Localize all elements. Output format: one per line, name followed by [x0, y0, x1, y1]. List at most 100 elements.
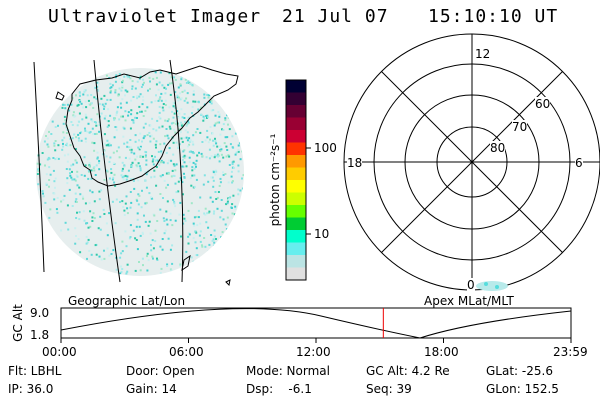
emission-pixel [203, 174, 206, 177]
emission-pixel [87, 226, 90, 229]
altitude-curve [60, 308, 572, 339]
emission-pixel [95, 164, 98, 167]
emission-pixel [118, 118, 121, 121]
emission-pixel [143, 214, 145, 217]
colorbar-band [286, 192, 306, 206]
emission-pixel [119, 201, 121, 203]
emission-pixel [84, 202, 87, 205]
emission-pixel [98, 103, 101, 106]
lat-label-60: 60 [535, 97, 551, 111]
emission-pixel [162, 197, 164, 199]
emission-pixel [214, 114, 217, 117]
emission-pixel [203, 96, 206, 99]
emission-pixel [127, 169, 130, 172]
emission-pixel [88, 249, 91, 252]
colorbar-band [286, 142, 306, 156]
emission-pixel [159, 208, 162, 211]
emission-pixel [114, 184, 117, 187]
emission-pixel [89, 189, 92, 192]
emission-pixel [241, 177, 243, 180]
emission-pixel [150, 134, 153, 137]
emission-pixel [66, 103, 69, 106]
emission-pixel [222, 156, 225, 159]
emission-pixel [234, 205, 237, 208]
emission-pixel [60, 229, 63, 232]
emission-pixel [219, 181, 222, 184]
emission-pixel [46, 143, 49, 146]
emission-pixel [180, 97, 183, 100]
emission-pixel [84, 127, 86, 130]
emission-pixel [195, 159, 198, 162]
emission-pixel [79, 92, 82, 95]
emission-pixel [67, 153, 70, 156]
emission-pixel [109, 91, 112, 94]
emission-pixel [172, 163, 175, 166]
emission-pixel [138, 261, 140, 263]
emission-pixel [166, 162, 169, 165]
emission-pixel [77, 103, 80, 106]
emission-pixel [186, 101, 189, 104]
emission-pixel [224, 136, 227, 139]
emission-pixel [231, 180, 234, 183]
emission-pixel [174, 182, 177, 185]
gc-alt-axis-label: GC Alt [11, 304, 25, 342]
emission-pixel [57, 157, 60, 160]
emission-pixel [195, 178, 198, 181]
emission-pixel [116, 110, 119, 113]
emission-pixel [201, 244, 203, 247]
emission-pixel [237, 193, 240, 196]
time-tick-1200: 12:00 [296, 345, 331, 359]
emission-pixel [103, 142, 106, 145]
emission-pixel [54, 177, 57, 180]
emission-pixel [171, 169, 174, 172]
time-tick-0600: 06:00 [169, 345, 204, 359]
emission-pixel [134, 269, 137, 272]
emission-pixel [109, 87, 112, 90]
emission-pixel [114, 117, 116, 120]
emission-pixel [119, 272, 122, 275]
emission-pixel [159, 193, 162, 195]
emission-pixel [52, 157, 55, 159]
emission-pixel [137, 162, 140, 165]
emission-pixel [181, 165, 184, 168]
emission-pixel [210, 176, 213, 179]
emission-pixel [183, 99, 186, 102]
emission-pixel [134, 140, 137, 143]
emission-pixel [199, 240, 202, 243]
emission-pixel [105, 74, 108, 77]
emission-pixel [114, 89, 117, 92]
emission-pixel [183, 113, 186, 116]
emission-pixel [176, 110, 179, 113]
emission-pixel [94, 86, 97, 89]
emission-pixel [74, 148, 77, 151]
emission-pixel [186, 92, 189, 95]
emission-pixel [92, 212, 95, 215]
emission-pixel [61, 148, 64, 151]
emission-pixel [216, 196, 219, 199]
emission-pixel [103, 133, 106, 136]
emission-pixel [154, 71, 157, 74]
emission-pixel [233, 213, 236, 216]
emission-pixel [220, 153, 223, 156]
emission-pixel [183, 137, 186, 140]
emission-pixel [96, 81, 99, 84]
emission-pixel [226, 202, 229, 205]
emission-pixel [170, 159, 173, 162]
emission-pixel [83, 90, 86, 93]
emission-pixel [44, 201, 47, 204]
emission-pixel [127, 111, 130, 114]
emission-pixel [90, 118, 93, 121]
emission-pixel [159, 143, 162, 146]
emission-pixel [144, 202, 147, 205]
emission-pixel [85, 116, 88, 119]
emission-pixel [171, 139, 174, 142]
emission-pixel [187, 232, 190, 234]
emission-pixel [47, 156, 50, 159]
emission-pixel [110, 168, 113, 171]
emission-pixel [147, 259, 150, 262]
emission-pixel [139, 132, 142, 135]
emission-pixel [127, 114, 130, 117]
emission-pixel [195, 165, 197, 168]
emission-pixel [79, 94, 81, 97]
emission-pixel [155, 166, 158, 168]
